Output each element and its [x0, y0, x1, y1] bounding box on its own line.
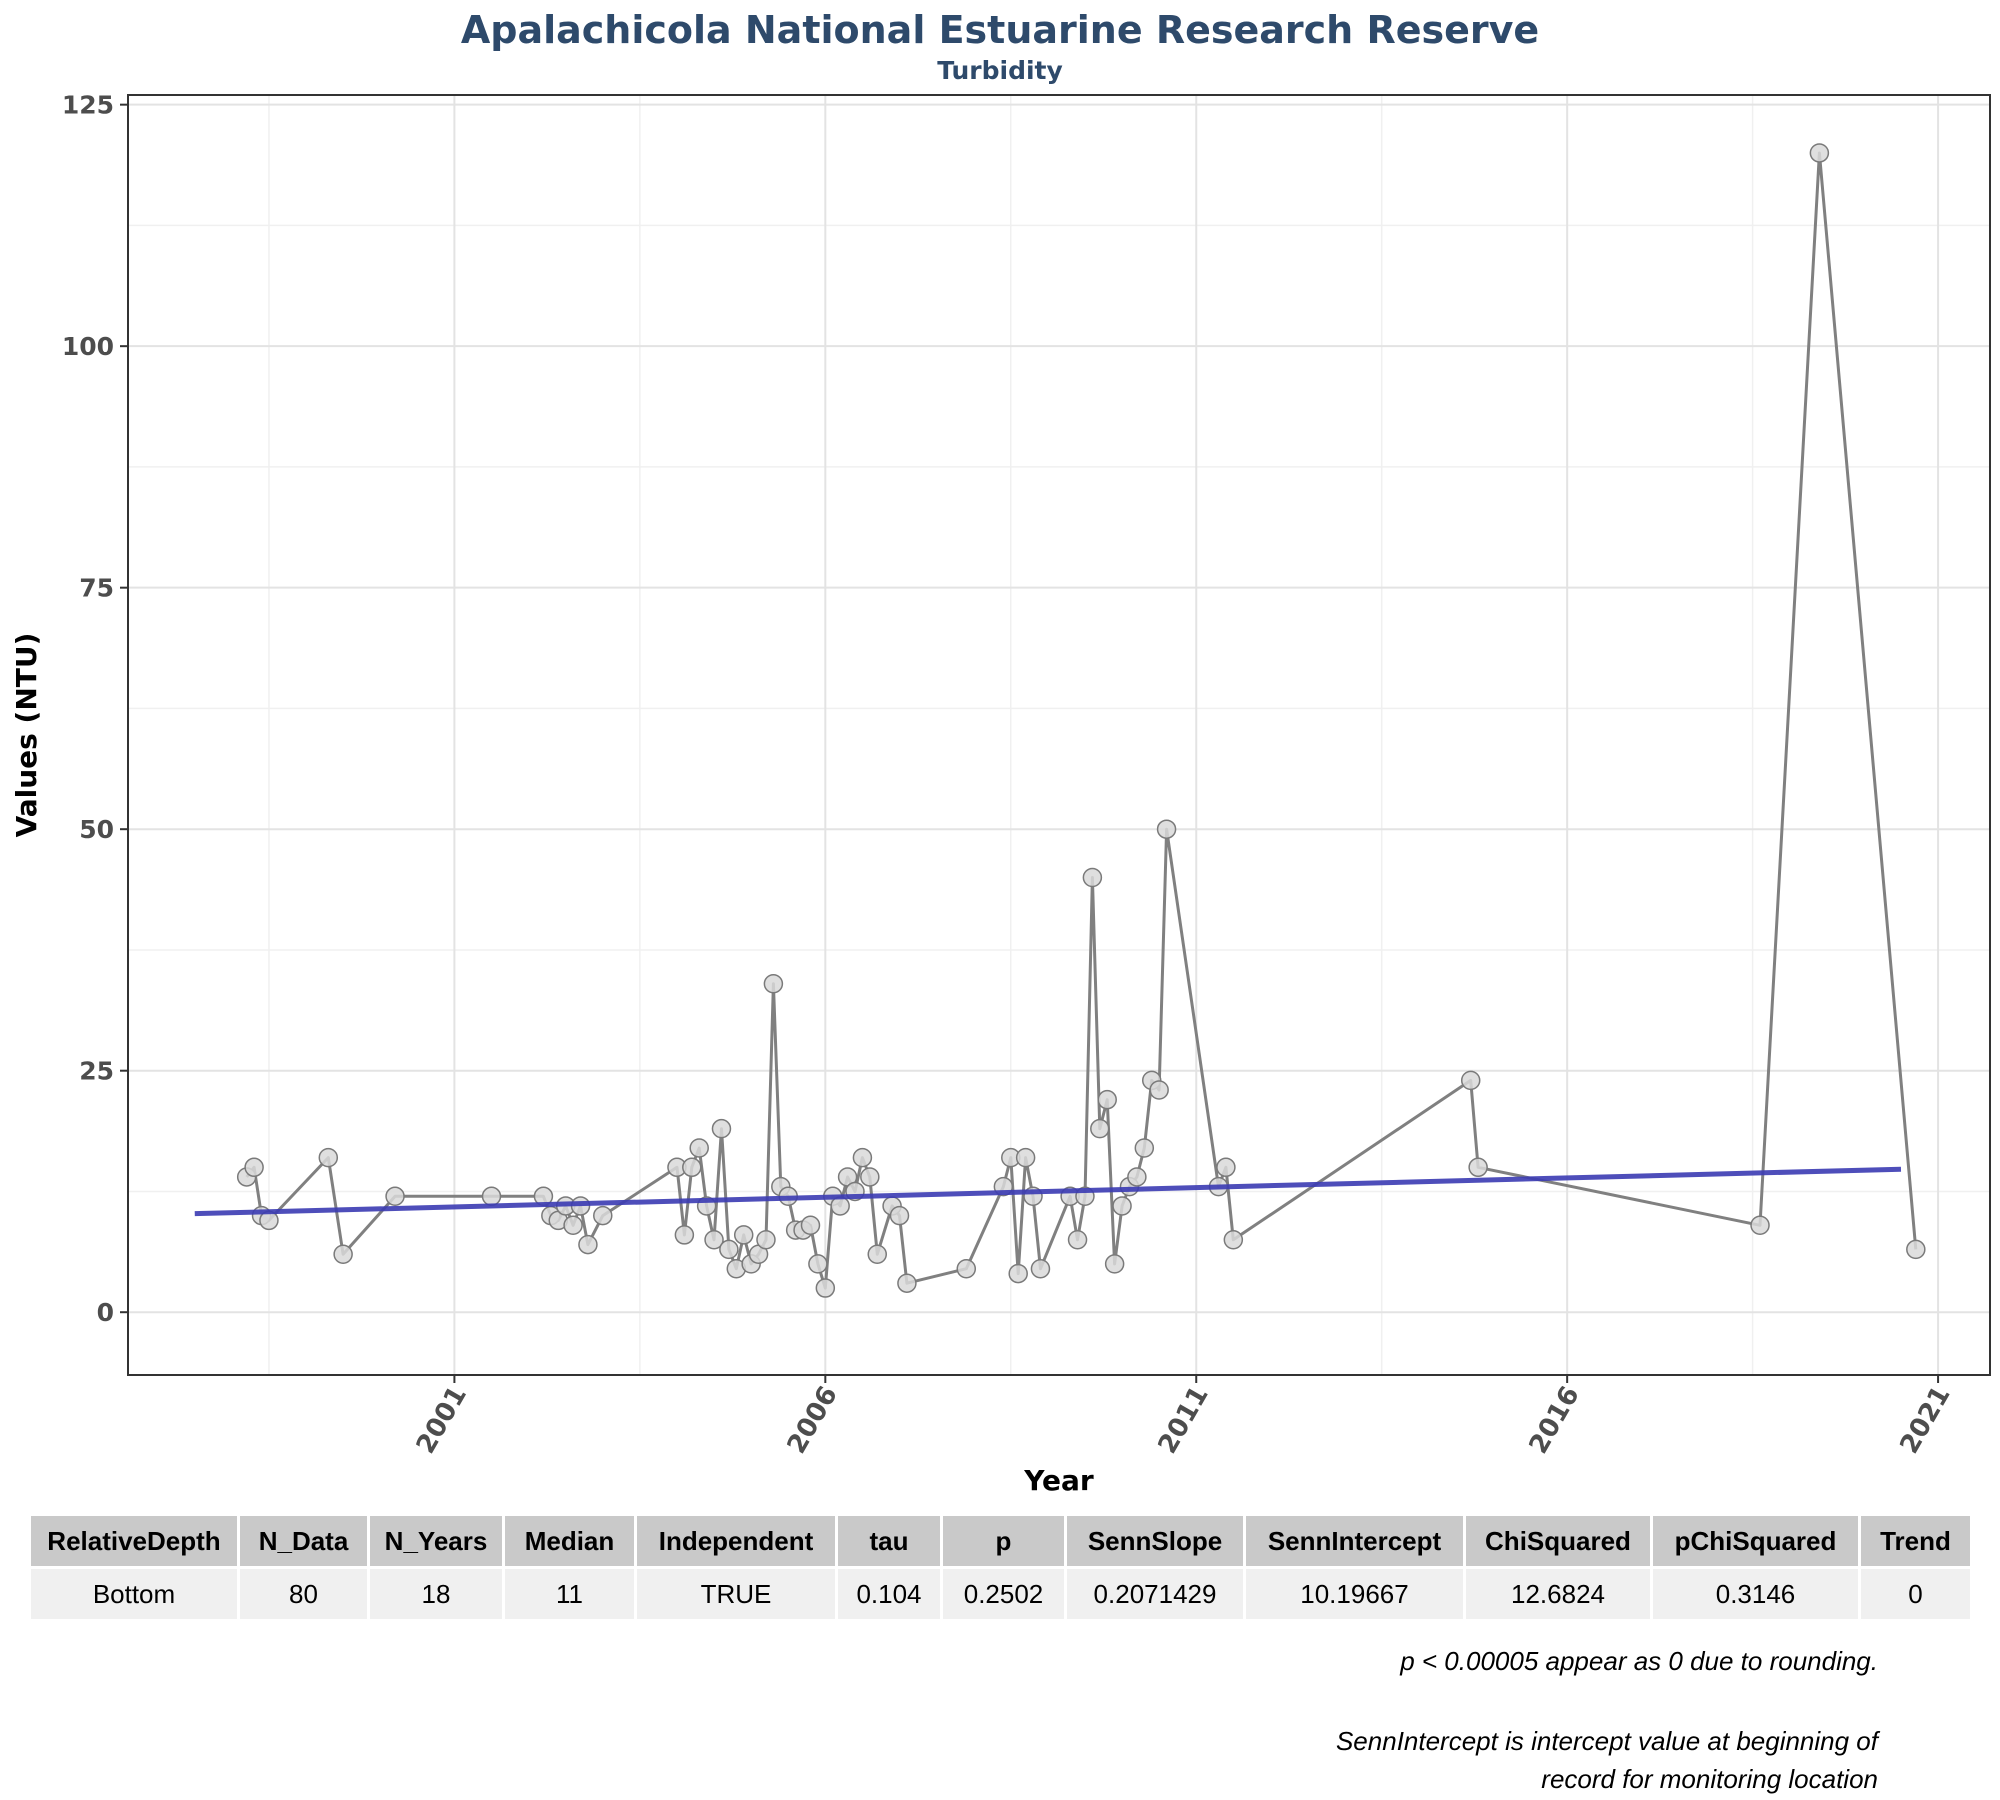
x-tick-label: 2001: [411, 1381, 473, 1459]
col-n-data: N_Data: [240, 1516, 367, 1566]
data-point: [1156, 819, 1177, 839]
data-point: [385, 1186, 405, 1207]
series-line: [245, 151, 1918, 1290]
data-point: [1750, 1215, 1770, 1236]
data-point: [1097, 1089, 1117, 1110]
col-median: Median: [505, 1516, 634, 1566]
data-point: [719, 1239, 739, 1260]
cell-relativedepth: Bottom: [31, 1569, 237, 1619]
data-point: [593, 1205, 613, 1226]
col-pchisquared: pChiSquared: [1653, 1516, 1858, 1566]
data-point: [830, 1196, 850, 1216]
cell-chisquared: 12.6824: [1466, 1569, 1650, 1619]
data-point: [733, 1225, 754, 1245]
x-axis-title: Year: [1023, 1464, 1094, 1497]
data-point: [763, 974, 784, 994]
cell-independent: TRUE: [637, 1569, 835, 1619]
col-sennslope: SennSlope: [1067, 1516, 1243, 1566]
cell-p: 0.2502: [943, 1569, 1064, 1619]
data-point: [1067, 1230, 1088, 1250]
data-point: [800, 1215, 821, 1236]
cell-median: 11: [505, 1569, 634, 1619]
stats-table: RelativeDepth N_Data N_Years Median Inde…: [28, 1516, 1973, 1619]
y-axis-title: Values (NTU): [10, 633, 43, 838]
data-point: [481, 1186, 502, 1207]
data-point: [689, 1138, 709, 1158]
rounding-note: p < 0.00005 appear as 0 due to rounding.: [1400, 1646, 1878, 1676]
data-point: [1112, 1196, 1132, 1216]
data-point: [578, 1234, 598, 1255]
data-point: [333, 1244, 353, 1264]
trend-line: [194, 1166, 1902, 1217]
intercept-note-line2: record for monitoring location: [1541, 1764, 1878, 1794]
data-point: [704, 1230, 724, 1250]
data-point: [1030, 1258, 1051, 1279]
y-tick-label: 0: [97, 1298, 114, 1327]
turbidity-chart: 0 25 50 75 100 125 2001 2006 2011 2016 2021 Year Val…: [10, 91, 1991, 1497]
data-point: [756, 1230, 776, 1250]
col-relativedepth: RelativeDepth: [31, 1516, 237, 1566]
cell-pchisquared: 0.3146: [1653, 1569, 1858, 1619]
intercept-note-line1: SennIntercept is intercept value at begi…: [1335, 1726, 1878, 1756]
x-tick-label: 2011: [1153, 1381, 1215, 1459]
data-point: [1809, 143, 1830, 163]
cell-n-data: 80: [240, 1569, 367, 1619]
y-tick-label: 125: [62, 91, 114, 120]
chart-subtitle: Turbidity: [937, 56, 1063, 85]
y-tick-label: 25: [79, 1057, 114, 1086]
data-point: [1906, 1239, 1926, 1260]
data-point: [711, 1118, 732, 1139]
stats-data-row: Bottom 80 18 11 TRUE 0.104 0.2502 0.2071…: [31, 1569, 1970, 1619]
data-point: [815, 1278, 836, 1298]
col-chisquared: ChiSquared: [1466, 1516, 1650, 1566]
data-point: [682, 1157, 702, 1178]
data-point: [318, 1147, 339, 1168]
data-point: [1015, 1147, 1036, 1168]
data-point: [674, 1225, 695, 1245]
data-point: [563, 1215, 583, 1236]
col-p: p: [943, 1516, 1064, 1566]
data-point: [1082, 867, 1103, 888]
cell-n-years: 18: [370, 1569, 502, 1619]
cell-sennslope: 0.2071429: [1067, 1569, 1243, 1619]
y-tick-label: 100: [62, 332, 114, 361]
col-sennintercept: SennIntercept: [1246, 1516, 1463, 1566]
chart-title: Apalachicola National Estuarine Research…: [460, 8, 1540, 52]
x-tick-label: 2016: [1524, 1381, 1586, 1459]
stats-header-row: RelativeDepth N_Data N_Years Median Inde…: [31, 1516, 1970, 1566]
data-point: [1460, 1070, 1481, 1091]
data-point: [1468, 1157, 1488, 1178]
data-point: [1223, 1230, 1244, 1250]
data-point: [244, 1157, 264, 1178]
data-point: [1134, 1138, 1155, 1158]
cell-tau: 0.104: [838, 1569, 940, 1619]
data-point: [1104, 1254, 1125, 1274]
data-point: [808, 1254, 828, 1274]
data-point: [1149, 1080, 1169, 1100]
col-tau: tau: [838, 1516, 940, 1566]
cell-trend: 0: [1861, 1569, 1970, 1619]
data-point: [1127, 1167, 1147, 1187]
col-trend: Trend: [1861, 1516, 1970, 1566]
col-n-years: N_Years: [370, 1516, 502, 1566]
data-point: [1008, 1263, 1028, 1284]
y-tick-label: 50: [79, 815, 114, 844]
data-point: [852, 1147, 873, 1168]
data-point: [889, 1205, 910, 1226]
x-tick-label: 2021: [1894, 1381, 1956, 1459]
data-point: [1090, 1118, 1110, 1139]
col-independent: Independent: [637, 1516, 835, 1566]
cell-sennintercept: 10.19667: [1246, 1569, 1463, 1619]
y-tick-label: 75: [79, 574, 114, 603]
data-point: [860, 1167, 880, 1187]
data-point: [956, 1258, 977, 1279]
x-tick-label: 2006: [782, 1381, 844, 1459]
data-point: [867, 1244, 888, 1264]
data-point: [897, 1273, 917, 1293]
plot-panel-border: [127, 94, 1991, 1376]
data-point: [1216, 1157, 1236, 1178]
